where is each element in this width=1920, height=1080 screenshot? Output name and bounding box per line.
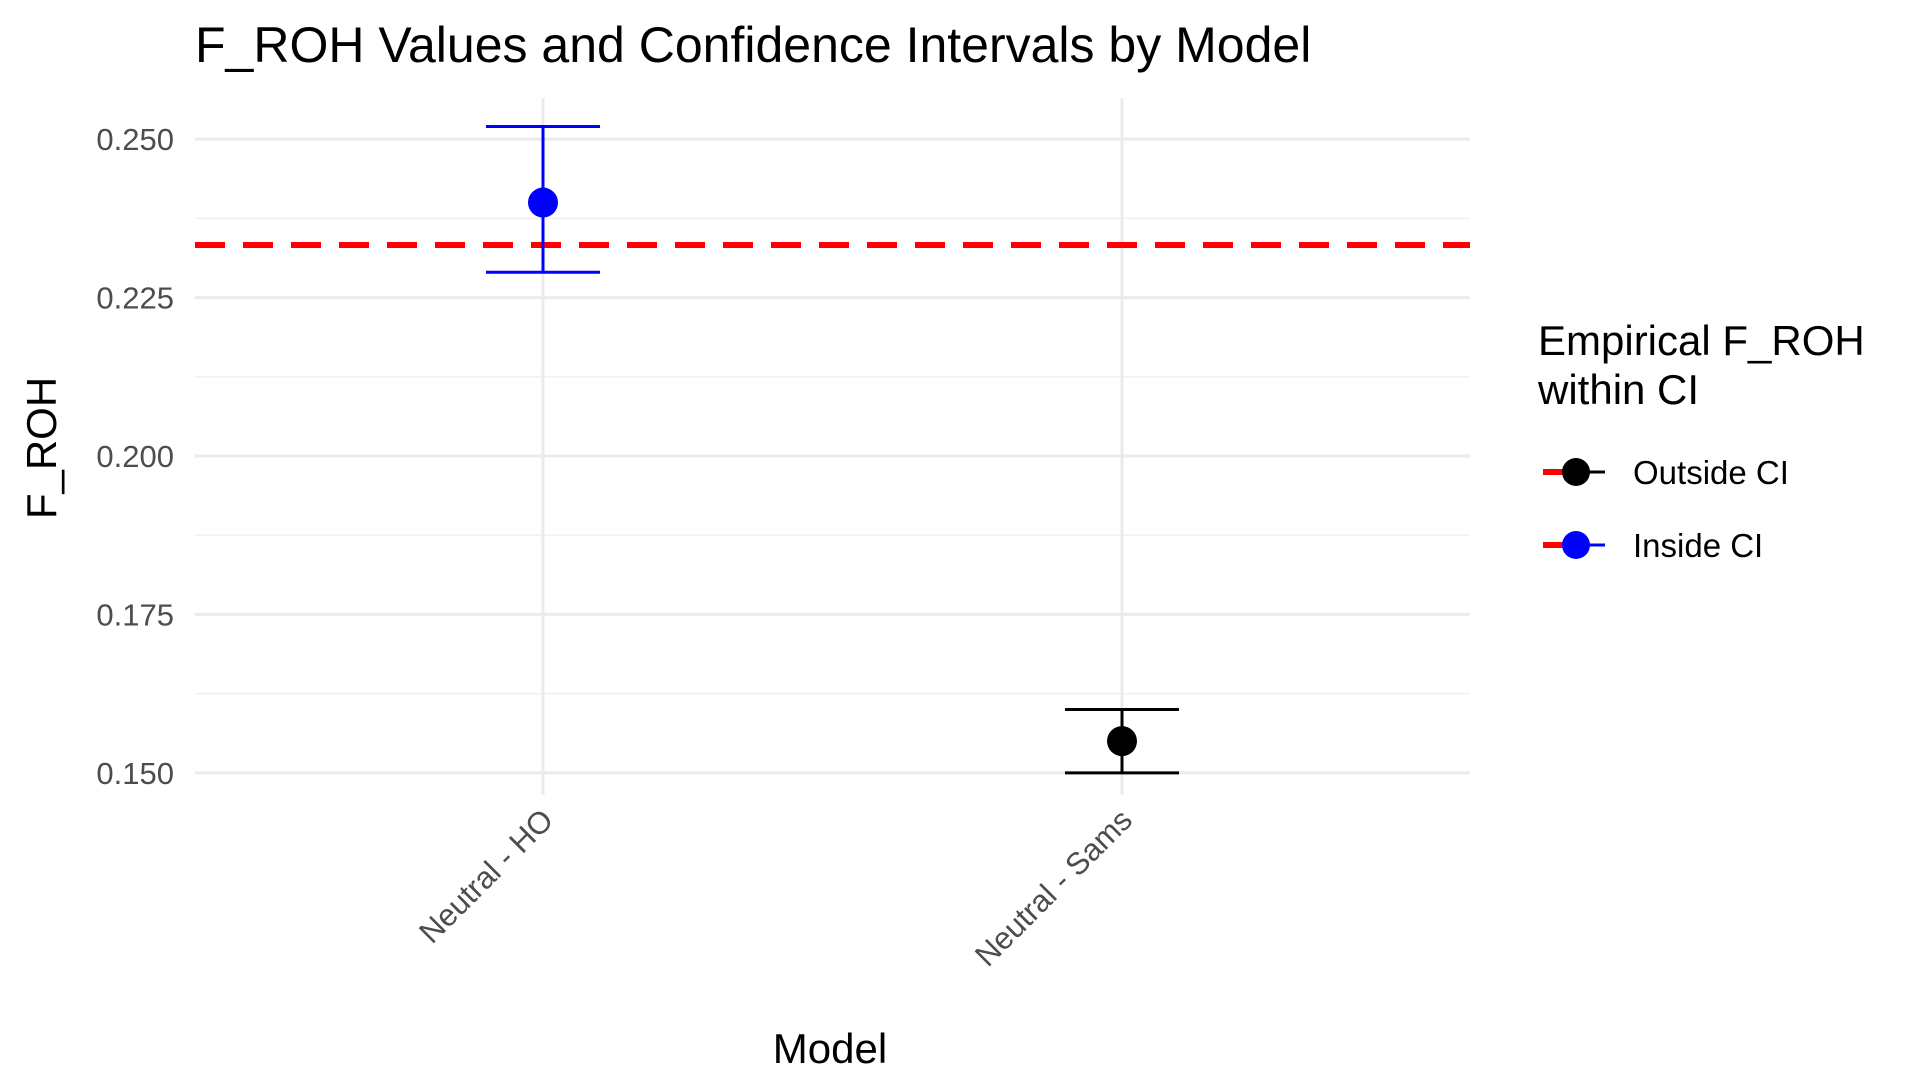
data-point — [1107, 726, 1137, 757]
grid-layer — [195, 98, 1470, 795]
y-tick-label: 0.225 — [96, 281, 174, 316]
legend-title-line-1: Empirical F_ROH — [1538, 317, 1865, 364]
y-tick-label: 0.150 — [96, 756, 174, 791]
chart-title: F_ROH Values and Confidence Intervals by… — [195, 17, 1311, 73]
y-tick-label: 0.200 — [96, 439, 174, 474]
legend-title-line-2: within CI — [1537, 366, 1699, 413]
data-layer — [486, 125, 1179, 775]
x-tick-label: Neutral - Sams — [968, 802, 1139, 973]
y-axis-title: F_ROH — [18, 377, 65, 519]
legend-keys: Outside CI Inside CI — [1543, 454, 1789, 564]
legend: Empirical F_ROH within CI Outside CI Insi… — [1537, 317, 1865, 564]
axis-layer: 0.150 0.175 0.200 0.225 0.250 Neutral - HO Neu… — [96, 122, 1139, 973]
legend-label: Inside CI — [1633, 527, 1763, 564]
legend-key-point — [1562, 458, 1590, 486]
y-tick-label: 0.250 — [96, 122, 174, 157]
legend-label: Outside CI — [1633, 454, 1789, 491]
y-tick-label: 0.175 — [96, 597, 174, 632]
x-tick-label: Neutral - HO — [412, 802, 560, 950]
legend-key-point — [1562, 531, 1590, 559]
x-axis-title: Model — [773, 1025, 887, 1072]
data-point — [528, 187, 558, 218]
